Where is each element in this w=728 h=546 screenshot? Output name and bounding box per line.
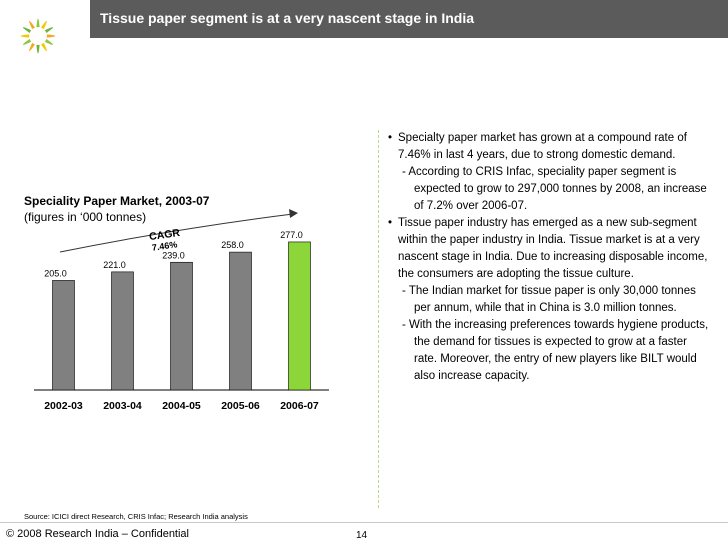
bullet-text: Tissue paper industry has emerged as a n… (398, 217, 708, 280)
footer-divider (0, 522, 728, 523)
copyright: © 2008 Research India – Confidential (6, 528, 189, 540)
logo-ray (29, 20, 35, 30)
x-tick-label: 2005-06 (221, 400, 260, 412)
bullet-list: • Specialty paper market has grown at a … (388, 130, 713, 385)
bullet-dot: • (388, 217, 393, 229)
logo-ray (29, 42, 35, 52)
chart-subtitle: (figures in ‘000 tonnes) (24, 210, 147, 224)
sub-bullet: - The Indian market for tissue paper is … (402, 285, 696, 314)
sunburst-logo-icon (20, 18, 56, 54)
x-tick-label: 2002-03 (44, 400, 83, 412)
cagr-arrowhead (289, 209, 298, 218)
logo-ray (36, 18, 40, 28)
sub-bullet: - According to CRIS Infac, speciality pa… (402, 166, 707, 212)
page-number: 14 (356, 530, 368, 541)
bar (111, 271, 134, 391)
bar (52, 280, 75, 391)
bar (229, 251, 252, 391)
logo-ray (44, 27, 54, 33)
bullet-item: • Tissue paper industry has emerged as a… (388, 215, 713, 283)
data-label: 277.0 (280, 230, 303, 240)
source-note: Source: ICICI direct Research, CRIS Infa… (24, 512, 248, 521)
page-title: Tissue paper segment is at a very nascen… (100, 10, 475, 26)
title-bar (90, 0, 728, 38)
x-tick-label: 2004-05 (162, 400, 201, 412)
divider (378, 130, 379, 508)
data-label: 239.0 (162, 250, 185, 260)
cagr-arrow-line (59, 213, 294, 253)
cagr-annotation-value: 7.46% (151, 239, 178, 252)
logo-ray (41, 20, 47, 30)
x-tick-label: 2003-04 (103, 400, 142, 412)
bullet-text: Specialty paper market has grown at a co… (398, 132, 687, 161)
logo-ray (41, 42, 47, 52)
logo-ray (44, 39, 54, 45)
bar-chart: 205.0 2002-03 221.0 2003-04 239.0 2004-05 258.… (34, 209, 329, 412)
sub-bullet: - With the increasing preferences toward… (402, 319, 709, 382)
bullet-item: • Specialty paper market has grown at a … (388, 130, 713, 164)
logo-ray (22, 39, 32, 45)
logo-ray (20, 34, 30, 38)
data-label: 258.0 (221, 240, 244, 250)
logo-ray (46, 34, 56, 38)
logo-ray (22, 27, 32, 33)
bar (170, 261, 193, 391)
bullet-dot: • (388, 132, 393, 144)
logo-ray (36, 44, 40, 54)
chart-title: Speciality Paper Market, 2003-07 (24, 194, 210, 208)
data-label: 221.0 (103, 260, 126, 270)
x-tick-label: 2006-07 (280, 400, 319, 412)
data-label: 205.0 (44, 268, 67, 278)
cagr-annotation-label: CAGR (148, 227, 181, 243)
bar (288, 241, 311, 391)
